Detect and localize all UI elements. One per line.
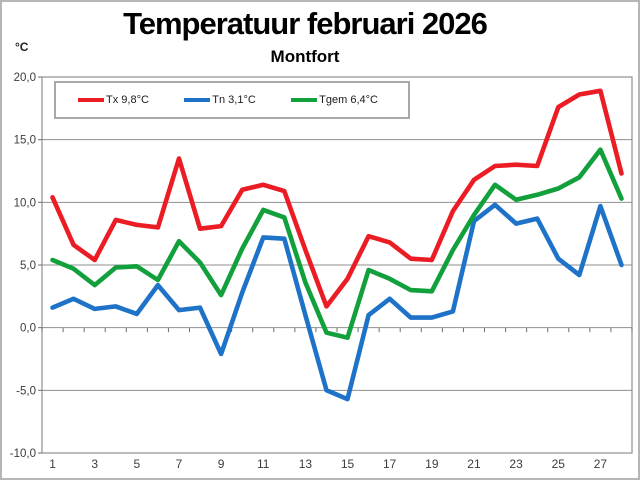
series-line-tx <box>50 88 624 309</box>
y-tick-label: 10,0 <box>14 197 36 209</box>
legend-label-tn: Tn 3,1°C <box>212 94 256 106</box>
legend: Tx 9,8°C Tn 3,1°C Tgem 6,4°C <box>54 81 410 119</box>
x-tick-label: 1 <box>49 457 56 471</box>
x-tick-label: 7 <box>176 457 183 471</box>
x-tick-label: 23 <box>509 457 523 471</box>
legend-label-tx: Tx 9,8°C <box>106 94 149 106</box>
x-tick-label: 9 <box>218 457 225 471</box>
y-tick-label: -5,0 <box>16 385 36 397</box>
y-tick-label: 15,0 <box>14 135 36 147</box>
y-tick-label: 0,0 <box>20 323 36 335</box>
legend-swatch-tx <box>78 98 104 102</box>
x-tick-label: 15 <box>341 457 355 471</box>
legend-entry-tn: Tn 3,1°C <box>184 94 256 106</box>
series-line-tn <box>50 202 624 402</box>
x-tick-label: 3 <box>91 457 98 471</box>
x-tick-label: 19 <box>425 457 439 471</box>
series-line-tgem <box>50 147 624 341</box>
legend-swatch-tgem <box>291 98 318 102</box>
x-tick-label: 21 <box>467 457 481 471</box>
x-tick-label: 13 <box>299 457 313 471</box>
x-tick-label: 27 <box>594 457 608 471</box>
y-tick-label: -10,0 <box>10 448 36 460</box>
x-tick-label: 17 <box>383 457 397 471</box>
legend-entry-tgem: Tgem 6,4°C <box>291 94 378 106</box>
y-axis-unit-label: °C <box>15 40 29 54</box>
y-tick-label: 20,0 <box>14 72 36 84</box>
x-tick-label: 5 <box>133 457 140 471</box>
legend-swatch-tn <box>184 98 211 102</box>
y-tick-label: 5,0 <box>20 260 36 272</box>
x-tick-label: 25 <box>552 457 566 471</box>
chart-subtitle: Montfort <box>270 47 340 66</box>
legend-label-tgem: Tgem 6,4°C <box>319 94 378 106</box>
x-tick-label: 11 <box>257 457 270 471</box>
chart-title: Temperatuur februari 2026 <box>123 6 488 41</box>
legend-entry-tx: Tx 9,8°C <box>78 94 149 106</box>
